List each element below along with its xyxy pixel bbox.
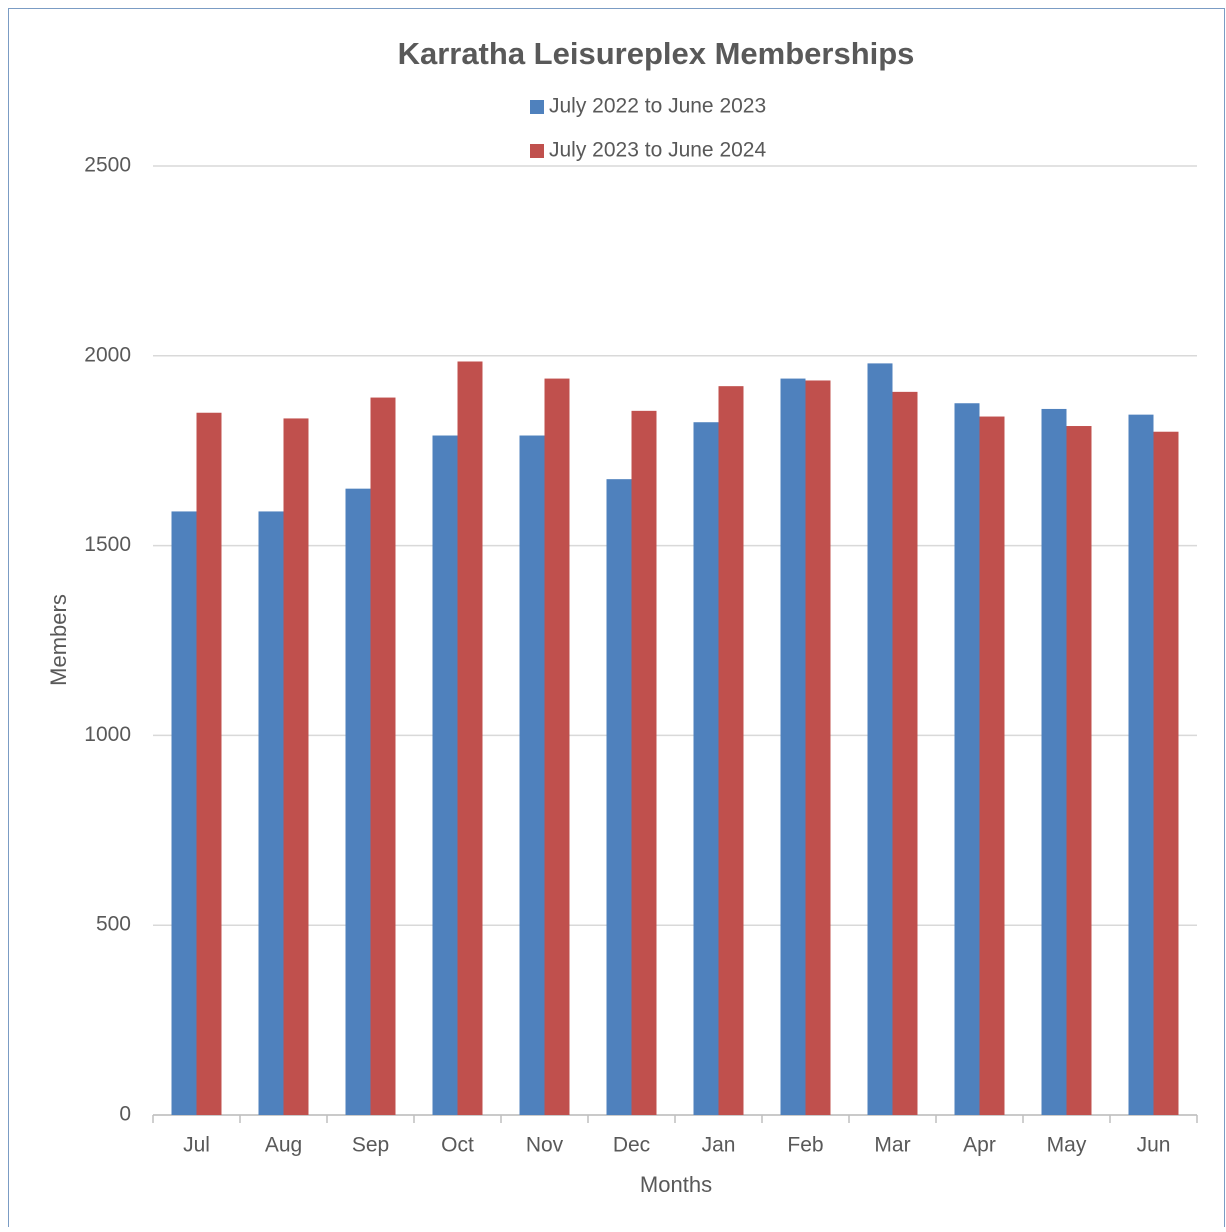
x-tick-label: Sep [352, 1134, 389, 1157]
bar [1153, 431, 1179, 1116]
y-tick-label: 1000 [84, 723, 131, 746]
legend-swatch [530, 144, 544, 158]
y-tick-label: 2500 [84, 154, 131, 177]
bar [718, 386, 744, 1116]
bar [979, 416, 1005, 1115]
x-tick-label: Aug [265, 1134, 302, 1157]
bar [283, 418, 309, 1116]
y-tick-label: 0 [119, 1103, 131, 1126]
bar [780, 378, 806, 1115]
x-tick-label: Feb [787, 1134, 823, 1157]
bar [519, 435, 545, 1115]
bar [867, 363, 893, 1116]
bar [171, 511, 197, 1115]
y-tick-label: 500 [96, 913, 131, 936]
legend-label: July 2022 to June 2023 [549, 95, 766, 118]
x-tick-label: May [1047, 1134, 1087, 1157]
x-tick-label: Oct [441, 1134, 474, 1157]
legend-swatch [530, 100, 544, 114]
bar [1066, 426, 1092, 1115]
y-tick-label: 1500 [84, 533, 131, 556]
x-tick-label: Nov [526, 1134, 564, 1157]
bar [954, 403, 980, 1115]
bar [606, 479, 632, 1115]
bar [631, 410, 657, 1115]
x-tick-label: Apr [963, 1134, 996, 1157]
y-tick-label: 2000 [84, 343, 131, 366]
x-tick-label: Jun [1137, 1134, 1171, 1157]
bar [1128, 414, 1154, 1115]
legend-label: July 2023 to June 2024 [549, 139, 766, 162]
bar [693, 422, 719, 1116]
bar [258, 511, 284, 1115]
x-tick-label: Mar [874, 1134, 910, 1157]
bar [370, 397, 396, 1115]
bar [432, 435, 458, 1115]
chart-title: Karratha Leisureplex Memberships [398, 36, 915, 71]
x-tick-label: Dec [613, 1134, 650, 1157]
bar [345, 488, 371, 1115]
bar [805, 380, 831, 1115]
x-axis-label: Months [640, 1172, 712, 1197]
x-tick-label: Jul [183, 1134, 210, 1157]
y-axis-label: Members [46, 594, 71, 686]
bar [544, 378, 570, 1115]
bar [457, 361, 483, 1115]
bar [892, 391, 918, 1115]
bar [1041, 408, 1067, 1116]
bar [196, 412, 222, 1115]
x-tick-label: Jan [702, 1134, 736, 1157]
